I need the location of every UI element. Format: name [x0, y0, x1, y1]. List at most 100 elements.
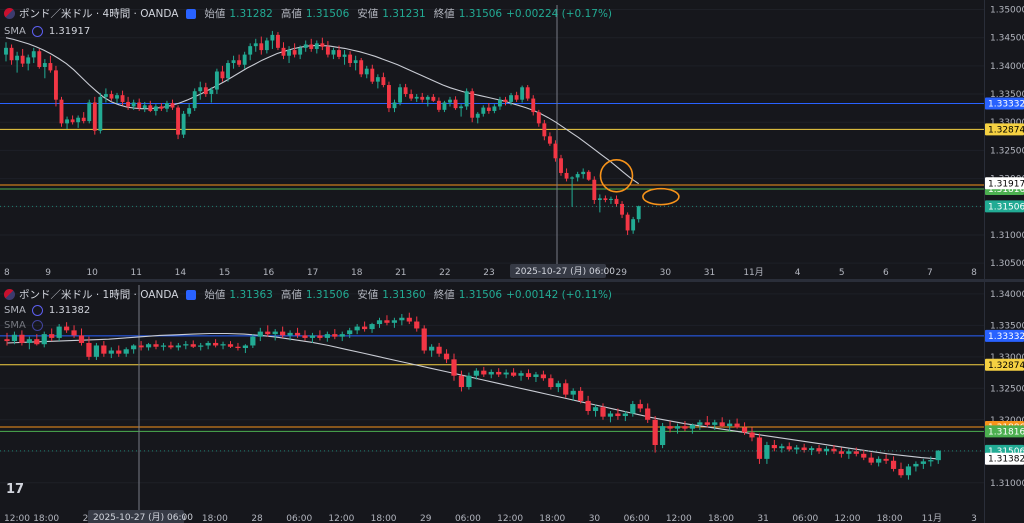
top-candle-body — [37, 51, 42, 67]
top-candle-body — [181, 113, 186, 135]
bottom-level-price-label: 1.33332 — [988, 332, 1024, 342]
top-candle-body — [287, 50, 291, 56]
bottom-candle-body — [600, 407, 606, 417]
tradingview-logo-icon[interactable]: 17 — [6, 482, 25, 497]
top-symbol[interactable]: ポンド／米ドル · 4時間 · OANDA — [19, 8, 179, 20]
bottom-sma-legend[interactable]: SMA 1.31382 — [4, 305, 90, 316]
bottom-candle-body — [525, 373, 532, 377]
bottom-candle-body — [801, 447, 807, 451]
top-flag-button-icon[interactable] — [186, 8, 197, 19]
top-candle-body — [348, 54, 353, 64]
top-level-price-label: 1.31816 — [988, 185, 1024, 195]
top-candle-body — [115, 95, 119, 99]
top-candle-body — [165, 103, 169, 109]
bottom-low-value: 1.31360 — [382, 288, 426, 301]
bottom-candle-body — [846, 451, 852, 454]
top-x-tick-label: 15 — [219, 268, 230, 278]
top-sma-settings-icon[interactable] — [31, 26, 43, 37]
bottom-low-label: 安値 — [357, 289, 379, 301]
top-candle-body — [259, 43, 264, 51]
top-level-price-label: 1.32874 — [988, 125, 1024, 135]
bottom-y-tick-label: 1.33500 — [990, 321, 1024, 331]
bottom-close-value: 1.31506 — [458, 288, 503, 301]
bottom-candle-body — [11, 334, 18, 342]
bottom-candle-body — [458, 375, 465, 388]
bottom-x-tick-label: 28 — [251, 514, 263, 523]
bottom-candle-body — [205, 342, 211, 346]
top-candle-body — [520, 87, 525, 100]
bottom-candle-body — [570, 390, 576, 395]
bottom-candle-body — [78, 335, 85, 343]
bottom-candle-body — [518, 373, 524, 376]
top-candle-body — [398, 87, 402, 103]
bottom-candle-body — [756, 437, 763, 459]
bottom-candle-body — [257, 331, 263, 337]
bottom-candle-body — [280, 331, 286, 336]
top-candle-body — [370, 68, 375, 82]
bottom-x-tick-label: 29 — [420, 514, 432, 523]
bottom-x-tick-label: 18:00 — [877, 514, 903, 523]
bottom-candle-body — [384, 320, 390, 323]
bottom-candle-body — [585, 400, 591, 411]
top-sma-price-label: 1.31917 — [988, 179, 1024, 189]
top-x-tick-label: 14 — [175, 268, 187, 278]
bottom-candle-body — [41, 334, 47, 345]
bottom-symbol[interactable]: ポンド／米ドル · 1時間 · OANDA — [19, 289, 179, 301]
bottom-candle-body — [145, 344, 152, 348]
bottom-x-tick-label: 06:00 — [792, 514, 818, 523]
top-candle-body — [220, 71, 225, 79]
bottom-sma-settings-icon[interactable] — [31, 305, 43, 316]
bottom-x-tick-label: 30 — [589, 514, 601, 523]
bottom-candle-body — [816, 448, 822, 452]
bottom-candle-body — [361, 326, 368, 330]
top-candle-body — [553, 143, 558, 159]
top-candle-body — [586, 171, 591, 180]
bottom-candle-body — [309, 335, 316, 338]
top-x-tick-label: 11 — [131, 268, 142, 278]
bottom-candle-body — [26, 339, 32, 343]
bottom-candle-body — [86, 342, 92, 357]
bottom-x-tick-label: 12:00 — [497, 514, 523, 523]
bottom-open-value: 1.31363 — [229, 288, 273, 301]
bottom-candle-body — [34, 339, 40, 345]
top-candle-body — [442, 102, 447, 110]
bottom-flag-button-icon[interactable] — [186, 289, 197, 300]
top-open-label: 始値 — [204, 8, 226, 20]
bottom-sma-price-tag — [985, 452, 1024, 465]
bottom-candle-body — [116, 350, 122, 354]
top-candle-body — [314, 43, 319, 49]
top-candle-body — [20, 55, 25, 64]
top-candle-body — [459, 106, 464, 109]
top-candle-body — [87, 102, 92, 122]
bottom-y-tick-label: 1.34000 — [990, 290, 1024, 300]
bottom-sma2-hidden-icon[interactable] — [31, 320, 43, 331]
bottom-candle-body — [123, 349, 129, 354]
top-x-tick-label: 30 — [660, 268, 672, 278]
top-candle-body — [409, 94, 414, 99]
top-low-value: 1.31231 — [382, 7, 426, 20]
top-sma-legend[interactable]: SMA 1.31917 — [4, 26, 90, 37]
top-close-label: 終値 — [433, 8, 455, 20]
bottom-candle-body — [637, 404, 643, 409]
bottom-candle-body — [473, 370, 479, 376]
top-crosshair-time-label: 2025-10-27 (月) 06:00 — [515, 266, 615, 277]
bottom-candle-body — [876, 458, 882, 463]
bottom-chart-header: ポンド／米ドル · 1時間 · OANDA 始値 1.31363 高値 1.3150… — [4, 287, 612, 302]
bottom-level-price-tag — [985, 425, 1024, 438]
top-candle-body — [253, 43, 258, 47]
top-highlight-circle — [599, 158, 634, 193]
top-candle-body — [536, 112, 541, 124]
bottom-candle-body — [503, 372, 509, 375]
top-candle-body — [503, 99, 508, 102]
bottom-candle-body — [421, 328, 427, 351]
bottom-sma2-legend[interactable]: SMA — [4, 320, 43, 331]
top-candle-body — [564, 172, 569, 179]
top-x-tick-label: 17 — [307, 268, 318, 278]
top-x-tick-label: 9 — [45, 268, 51, 278]
top-x-tick-label: 8 — [971, 268, 977, 278]
bottom-candle-body — [4, 339, 10, 342]
top-candle-body — [325, 46, 330, 55]
top-candle-body — [65, 119, 69, 124]
bottom-x-tick-label: 11月 — [922, 513, 942, 523]
